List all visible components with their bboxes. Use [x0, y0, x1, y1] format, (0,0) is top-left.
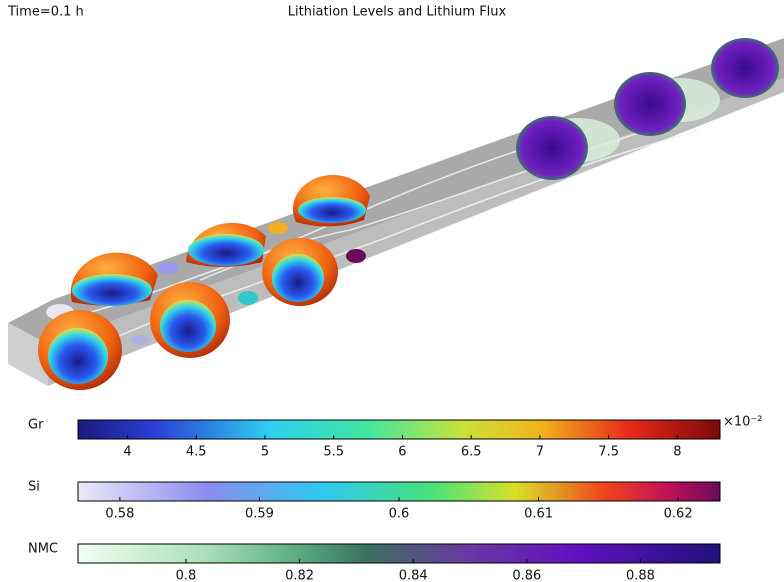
colorbar-multiplier: ×10⁻²: [723, 415, 763, 430]
colorbar: [78, 544, 720, 563]
tick-label: 4: [123, 445, 131, 460]
tick-label: 6: [398, 445, 406, 460]
plot-title: Lithiation Levels and Lithium Flux: [288, 5, 507, 20]
tick-label: 7: [536, 445, 544, 460]
colorbar-label: Si: [28, 480, 40, 495]
scene: [8, 38, 784, 390]
tick-label: 0.6: [389, 507, 410, 522]
colorbar: [78, 420, 720, 439]
tick-label: 0.62: [664, 507, 693, 522]
tick-label: 0.88: [626, 569, 655, 582]
tick-label: 5.5: [323, 445, 344, 460]
tick-label: 7.5: [598, 445, 619, 460]
screen: Time=0.1 h Lithiation Levels and Lithium…: [0, 0, 784, 582]
tick-label: 0.8: [176, 569, 197, 582]
colorbar-label: Gr: [28, 418, 44, 433]
tick-label: 5: [261, 445, 269, 460]
tick-label: 0.86: [512, 569, 541, 582]
time-label: Time=0.1 h: [7, 5, 84, 20]
tick-label: 0.84: [399, 569, 428, 582]
tick-label: 4.5: [186, 445, 207, 460]
tick-label: 0.58: [105, 507, 134, 522]
tick-label: 0.82: [285, 569, 314, 582]
tick-label: 6.5: [461, 445, 482, 460]
colorbars: Gr 4 4.5 5 5.5 6 6.5 7 7.5 8 ×10⁻² Si 0.58 0.59 0.6 0.6…: [28, 415, 763, 582]
tick-label: 8: [673, 445, 681, 460]
colorbar-label: NMC: [28, 542, 58, 557]
tick-label: 0.59: [245, 507, 274, 522]
tick-label: 0.61: [524, 507, 553, 522]
page: Time=0.1 h Lithiation Levels and Lithium…: [0, 0, 784, 582]
